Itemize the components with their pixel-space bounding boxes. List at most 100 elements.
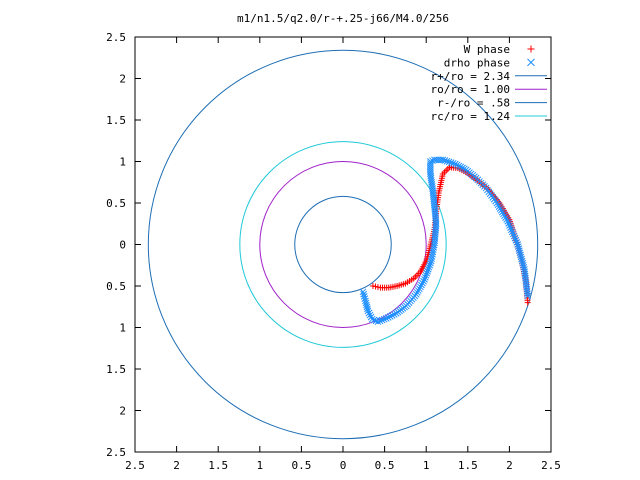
data-point: [495, 203, 503, 211]
data-point: [362, 299, 370, 307]
y-tick-label: 2: [119, 405, 126, 418]
legend-label: rc/ro = 1.24: [431, 110, 511, 123]
data-point: [503, 216, 511, 223]
data-point: [457, 163, 465, 171]
data-point: [506, 222, 513, 229]
data-point: [501, 212, 508, 220]
data-point: [427, 259, 434, 267]
data-point: [421, 276, 428, 283]
data-point: [519, 259, 527, 267]
data-point: [417, 283, 424, 291]
series-circle-4: [294, 195, 392, 294]
data-point: [524, 299, 531, 306]
y-tick-label: 1.5: [106, 114, 126, 127]
data-point: [429, 157, 436, 165]
data-point: [386, 313, 394, 320]
data-point: [382, 315, 390, 322]
legend-label: ro/ro = 1.00: [431, 83, 510, 96]
x-tick-label: 1: [423, 459, 430, 472]
data-point: [361, 295, 369, 303]
x-tick-label: 1.5: [208, 459, 228, 472]
data-point: [502, 214, 509, 221]
data-point: [509, 230, 517, 238]
data-point: [422, 271, 430, 279]
data-point: [363, 303, 371, 311]
data-point: [424, 265, 432, 273]
data-point: [514, 243, 522, 250]
data-point: [380, 315, 388, 323]
series-1-points: [359, 156, 532, 326]
chart-title: m1/n1.5/q2.0/r-+.25-j66/M4.0/256: [237, 12, 449, 25]
data-point: [453, 161, 461, 169]
data-point: [447, 159, 455, 166]
series-circle-5: [239, 141, 447, 348]
data-point: [510, 232, 518, 240]
data-point: [423, 269, 431, 277]
x-tick-label: 0: [340, 459, 347, 472]
data-point: [363, 301, 370, 309]
data-point: [515, 245, 523, 253]
data-point: [504, 217, 512, 225]
data-point: [384, 314, 392, 321]
data-point: [505, 220, 512, 227]
y-tick-label: 0.5: [106, 197, 126, 210]
data-point: [518, 257, 526, 265]
data-point: [419, 279, 426, 287]
x-tick-label: 1: [256, 459, 263, 472]
x-tick-label: 0.5: [291, 459, 311, 472]
legend-label: r-/ro = .58: [437, 97, 510, 110]
legend-label: r+/ro = 2.34: [431, 70, 511, 83]
data-point: [455, 162, 463, 170]
data-point: [424, 267, 431, 275]
data-point: [516, 247, 523, 255]
data-point: [494, 201, 502, 209]
data-point: [508, 226, 515, 234]
data-point: [388, 312, 396, 319]
data-point: [418, 281, 425, 289]
data-point: [376, 317, 384, 325]
data-point: [508, 228, 516, 236]
data-point: [439, 156, 447, 164]
data-point: [365, 309, 373, 317]
legend-marker: [527, 58, 535, 67]
y-tick-label: 2.5: [106, 31, 126, 44]
data-point: [366, 311, 374, 319]
data-point: [415, 285, 423, 293]
data-point: [378, 316, 386, 324]
data-point: [493, 199, 501, 207]
data-point: [524, 292, 532, 300]
data-point: [517, 251, 524, 259]
data-point: [421, 273, 429, 281]
data-point: [459, 164, 466, 172]
data-point: [390, 311, 398, 318]
y-tick-label: 1: [119, 156, 126, 169]
data-point: [370, 316, 378, 324]
data-point: [497, 206, 505, 214]
data-point: [364, 307, 372, 315]
legend-marker: [527, 45, 535, 53]
data-point: [443, 157, 451, 165]
series-circle-2: [147, 49, 539, 440]
data-point: [524, 290, 531, 298]
data-point: [514, 241, 522, 248]
x-tick-label: 2: [173, 459, 180, 472]
data-point: [511, 234, 519, 242]
data-point: [368, 315, 376, 323]
data-point: [498, 208, 506, 216]
series-circle-3: [259, 161, 427, 328]
x-tick-label: 0.5: [375, 459, 395, 472]
data-point: [426, 261, 434, 269]
data-point: [507, 224, 514, 231]
series-0-points: [369, 164, 531, 306]
data-point: [412, 290, 420, 298]
x-tick-label: 2: [506, 459, 513, 472]
y-tick-label: 1.5: [106, 363, 126, 376]
data-point: [374, 318, 382, 326]
data-point: [449, 159, 457, 167]
data-point: [519, 261, 527, 269]
data-point: [364, 305, 371, 313]
legend-label: W phase: [464, 43, 510, 56]
data-point: [512, 236, 520, 244]
x-tick-label: 1.5: [458, 459, 478, 472]
